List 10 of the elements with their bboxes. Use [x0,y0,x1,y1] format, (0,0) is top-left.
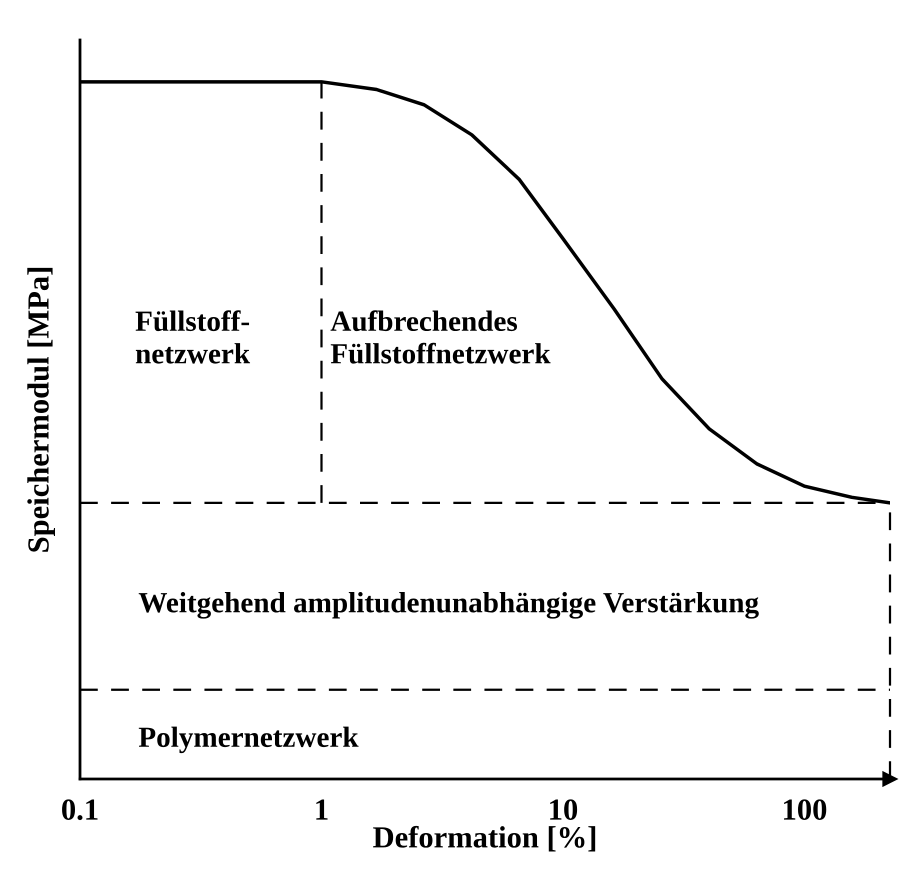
annotation: Aufbrechendes Füllstoffnetzwerk [330,310,551,364]
x-tick-label: 10 [550,799,578,820]
y-axis-title: Speichermodul [MPa] [27,268,55,552]
annotation: Füllstoff- netzwerk [136,310,250,364]
x-tick-label: 100 [784,799,826,820]
x-tick-label: 0.1 [62,799,98,820]
x-axis-title: Deformation [%] [373,826,596,852]
annotation: Polymernetzwerk [138,726,359,754]
annotation: Weitgehend amplitudenunabhängige Verstärkung [138,592,759,619]
x-tick-label: 1 [316,799,328,820]
